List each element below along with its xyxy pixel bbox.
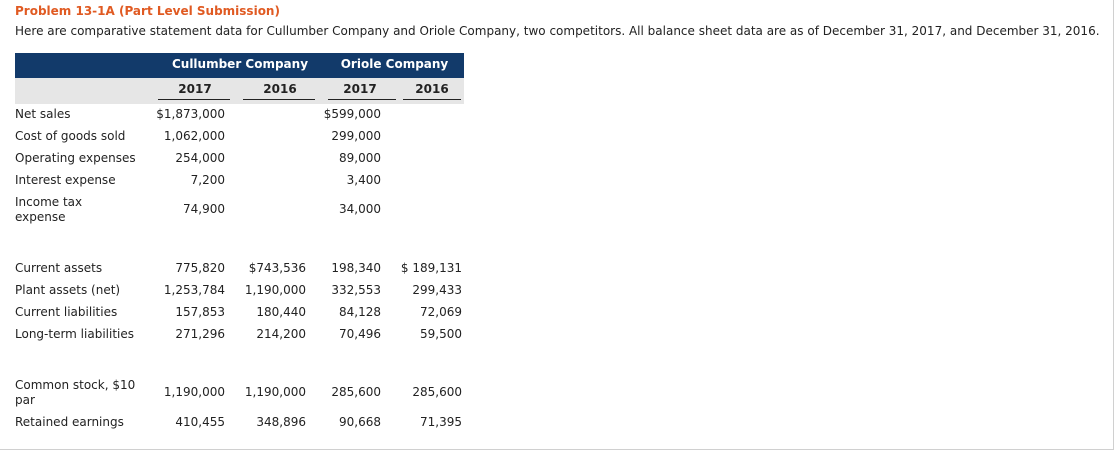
value-cell: 285,600 [412, 385, 462, 399]
value-cell: 198,340 [331, 261, 381, 275]
year-underline [243, 99, 315, 100]
value-cell: 59,500 [420, 327, 462, 341]
problem-title: Problem 13-1A (Part Level Submission) [15, 4, 280, 18]
year-oriole-2017: 2017 [343, 82, 377, 96]
value-cell: 180,440 [256, 305, 306, 319]
company-oriole: Oriole Company [340, 57, 449, 71]
value-cell: 70,496 [339, 327, 381, 341]
value-cell: $ 189,131 [400, 261, 462, 275]
row-label-current-liabilities: Current liabilities [15, 305, 118, 319]
value-cell: 71,395 [420, 415, 462, 429]
value-cell: 3,400 [346, 173, 381, 187]
row-label-long-term-liabilities: Long-term liabilities [15, 327, 134, 341]
row-label-retained-earnings: Retained earnings [15, 415, 124, 429]
table-header: Cullumber Company Oriole Company 2017 20… [15, 53, 464, 104]
value-cell: $599,000 [323, 107, 381, 121]
value-cell: 1,062,000 [163, 129, 225, 143]
row-label-common-stock-line1: Common stock, $10 [15, 378, 136, 392]
value-cell: 1,190,000 [244, 283, 306, 297]
value-cell: 332,553 [331, 283, 381, 297]
row-label-operating-expenses: Operating expenses [15, 151, 136, 165]
row-label-plant-assets: Plant assets (net) [15, 283, 121, 297]
row-label-current-assets: Current assets [15, 261, 103, 275]
value-cell: 410,455 [175, 415, 225, 429]
value-cell: 299,433 [412, 283, 462, 297]
year-underline [328, 99, 396, 100]
value-cell: 74,900 [183, 202, 225, 216]
value-cell: 1,190,000 [244, 385, 306, 399]
year-cullumber-2017: 2017 [178, 82, 212, 96]
value-cell: 72,069 [420, 305, 462, 319]
value-cell: 254,000 [175, 151, 225, 165]
value-cell: 285,600 [331, 385, 381, 399]
value-cell: 7,200 [190, 173, 225, 187]
row-label-income-tax-line2: expense [15, 210, 66, 224]
value-cell: 157,853 [175, 305, 225, 319]
year-cullumber-2016: 2016 [263, 82, 297, 96]
row-label-interest-expense: Interest expense [15, 173, 116, 187]
year-underline [403, 99, 461, 100]
value-cell: 348,896 [256, 415, 306, 429]
year-oriole-2016: 2016 [415, 82, 449, 96]
value-cell: 1,253,784 [163, 283, 225, 297]
row-label-net-sales: Net sales [15, 107, 71, 121]
problem-intro: Here are comparative statement data for … [15, 24, 1100, 38]
value-cell: 1,190,000 [163, 385, 225, 399]
company-cullumber: Cullumber Company [171, 57, 309, 71]
value-cell: 775,820 [175, 261, 225, 275]
value-cell: 271,296 [175, 327, 225, 341]
value-cell: 214,200 [256, 327, 306, 341]
value-cell: 34,000 [339, 202, 381, 216]
row-label-income-tax-line1: Income tax [15, 195, 83, 209]
company-header-row [15, 53, 464, 78]
value-cell: 90,668 [339, 415, 381, 429]
value-cell: 89,000 [339, 151, 381, 165]
year-underline [158, 99, 230, 100]
value-cell: 299,000 [331, 129, 381, 143]
row-label-cogs: Cost of goods sold [15, 129, 126, 143]
value-cell: $743,536 [248, 261, 306, 275]
value-cell: 84,128 [339, 305, 381, 319]
row-label-common-stock-line2: par [15, 393, 35, 407]
value-cell: $1,873,000 [156, 107, 225, 121]
